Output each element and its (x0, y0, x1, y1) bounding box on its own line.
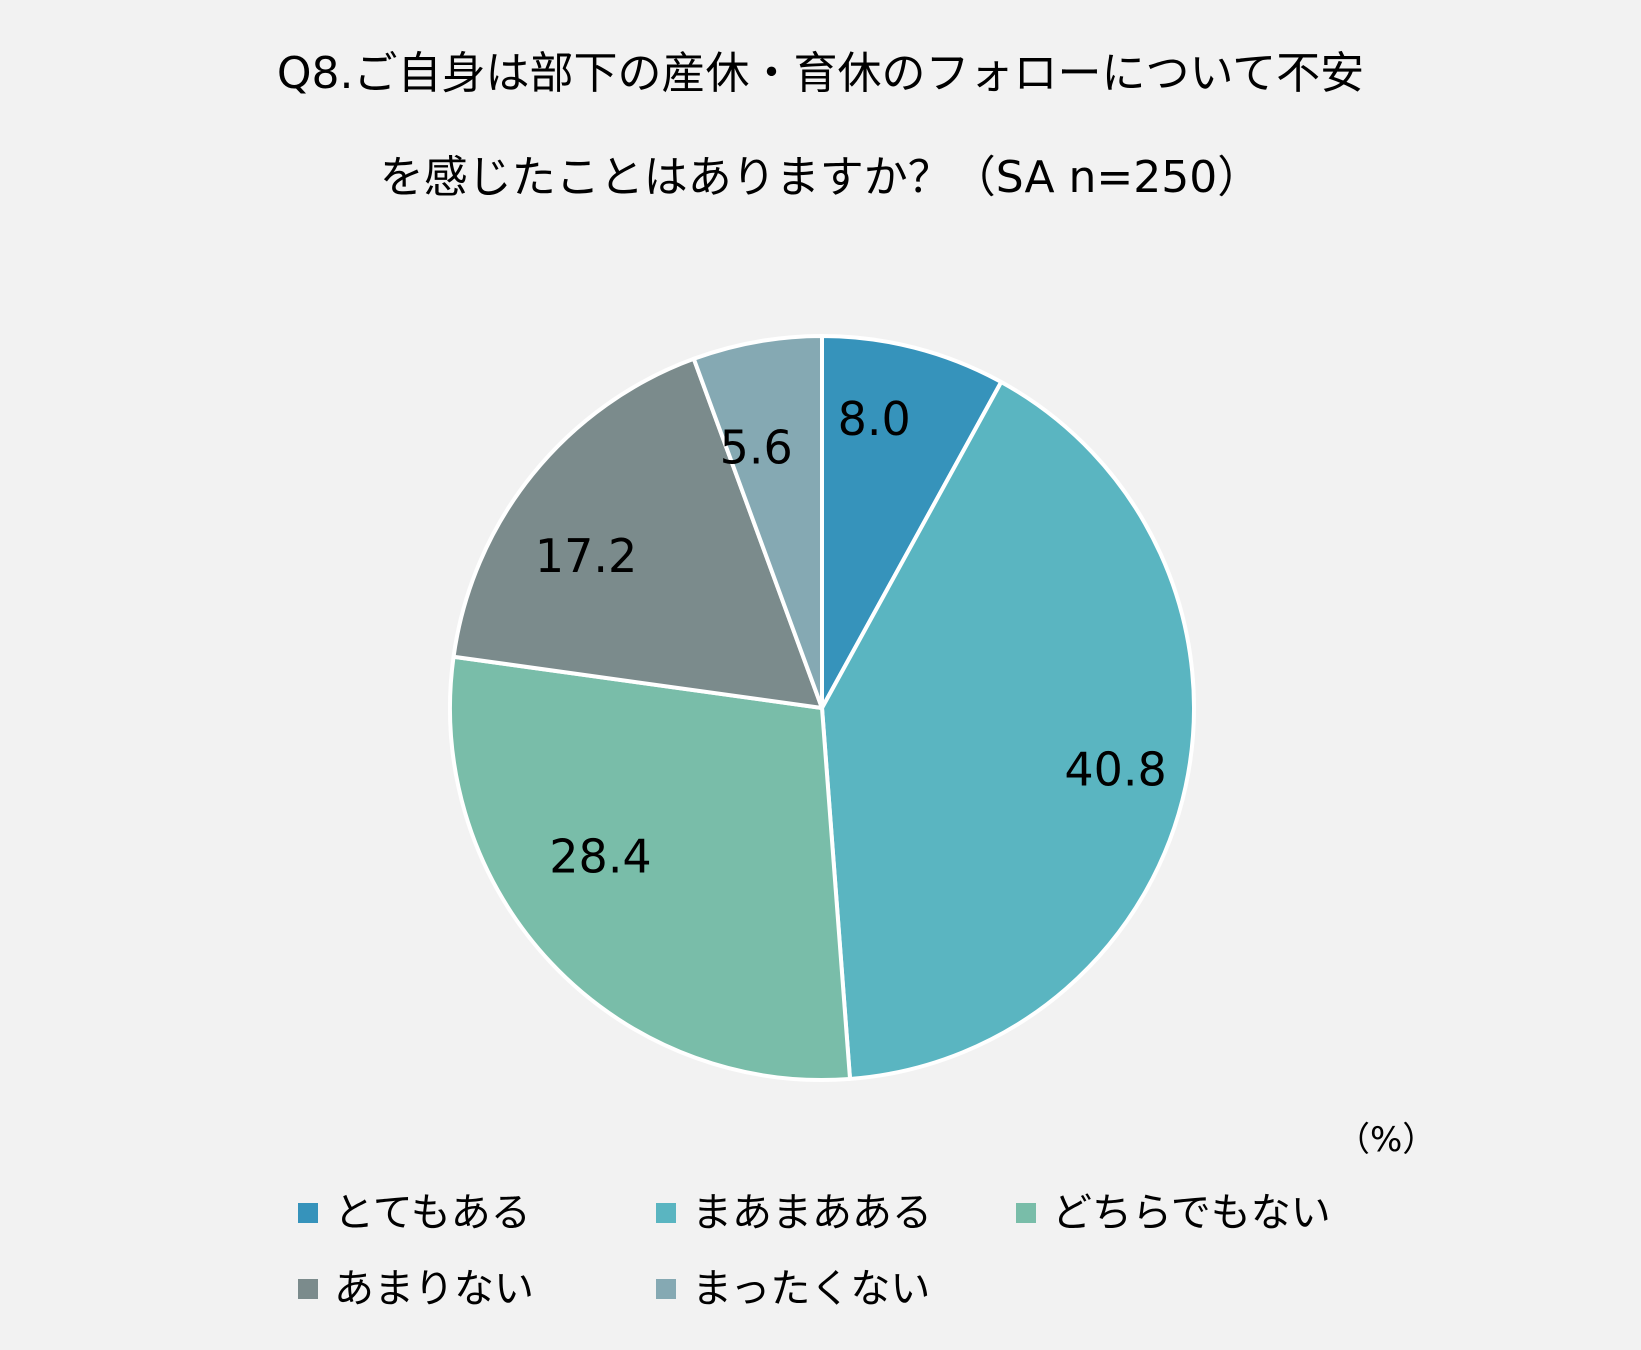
legend-label-totemo-aru: とてもある (334, 1190, 531, 1236)
legend-item-totemo-aru: とてもある (298, 1187, 531, 1239)
legend-item-maamaa-aru: まあまあある (656, 1187, 932, 1239)
data-label-slice-5: 5.6 (720, 420, 793, 474)
chart-title-line-1: Q8.ご自身は部下の産休・育休のフォローについて不安 (276, 48, 1365, 99)
legend-label-amari-nai: あまりない (334, 1266, 534, 1312)
pie-data-labels: 8.0 40.8 28.4 17.2 5.6 (535, 392, 1167, 884)
legend-item-dochira-demo-nai: どちらでもない (1016, 1187, 1331, 1239)
legend-label-dochira-demo-nai: どちらでもない (1052, 1190, 1331, 1236)
legend-swatch-mattaku-nai (656, 1279, 676, 1299)
legend-swatch-totemo-aru (298, 1203, 318, 1223)
legend-label-maamaa-aru: まあまあある (692, 1190, 932, 1236)
pie-slice-2 (820, 380, 1196, 1081)
legend-swatch-dochira-demo-nai (1016, 1203, 1036, 1223)
pie-slice-3 (448, 654, 853, 1082)
unit-label: （%） (1336, 1120, 1437, 1160)
legend-item-amari-nai: あまりない (298, 1263, 534, 1315)
pie-slice-4 (451, 356, 824, 710)
legend-swatch-amari-nai (298, 1279, 318, 1299)
pie-slice-1 (820, 334, 1004, 710)
data-label-slice-3: 28.4 (549, 830, 651, 884)
pie-slice-5 (691, 334, 824, 710)
pie-slices (448, 334, 1196, 1082)
legend-item-mattaku-nai: まったくない (656, 1263, 930, 1315)
legend-swatch-maamaa-aru (656, 1203, 676, 1223)
data-label-slice-2: 40.8 (1064, 743, 1166, 797)
data-label-slice-1: 8.0 (838, 392, 911, 446)
chart-title-line-2: を感じたことはありますか？（SA n=250） (379, 152, 1262, 203)
legend-label-mattaku-nai: まったくない (692, 1266, 931, 1312)
data-label-slice-4: 17.2 (535, 529, 637, 583)
